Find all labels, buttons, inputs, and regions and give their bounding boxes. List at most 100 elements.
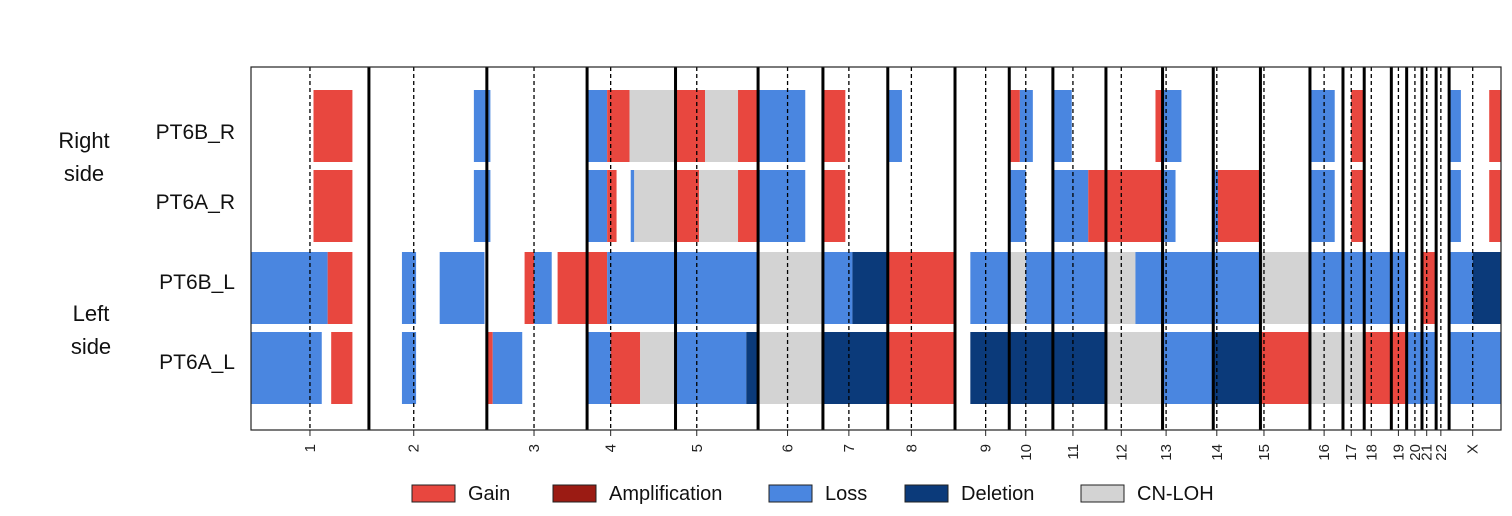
- group-label-left-line2: side: [70, 334, 112, 359]
- segment-gain: [1364, 332, 1407, 404]
- legend-label: Amplification: [609, 483, 722, 505]
- segment-gain: [313, 90, 353, 162]
- group-label-right-line2: side: [63, 161, 105, 186]
- segment-gain: [822, 170, 846, 242]
- segment-gain: [327, 252, 353, 324]
- segment-gain: [822, 90, 846, 162]
- tick-label: 17: [1343, 444, 1360, 461]
- segment-loss: [1052, 90, 1072, 162]
- segment-gain: [1351, 170, 1365, 242]
- segment-loss: [1213, 252, 1261, 324]
- segment-gain: [524, 252, 535, 324]
- tick-label: 18: [1363, 444, 1380, 461]
- tick-label: 20: [1407, 444, 1424, 461]
- tick-label: 3: [526, 444, 543, 452]
- legend-label: Loss: [825, 483, 867, 505]
- tick-label: 22: [1433, 444, 1450, 461]
- segment-loss: [607, 252, 676, 324]
- tick-label: 6: [780, 444, 797, 452]
- tick-label: X: [1465, 444, 1482, 454]
- segment-loss: [675, 252, 759, 324]
- segment-loss: [492, 332, 523, 404]
- tick-label: 10: [1018, 444, 1035, 461]
- segment-loss: [1449, 252, 1473, 324]
- legend-label: CN-LOH: [1137, 483, 1214, 505]
- segment-gain: [1489, 90, 1501, 162]
- segment-gain: [738, 90, 759, 162]
- segment-cn-loh: [705, 90, 739, 162]
- segment-loss: [630, 170, 635, 242]
- sample-label: PT6B_R: [155, 121, 235, 144]
- segment-loss: [758, 90, 806, 162]
- segment-gain: [1155, 90, 1163, 162]
- segment-loss: [587, 170, 608, 242]
- legend-swatch: [904, 484, 949, 503]
- segment-deletion: [852, 252, 888, 324]
- tick-label: 13: [1158, 444, 1175, 461]
- segment-gain: [331, 332, 353, 404]
- sample-label: PT6A_R: [155, 191, 235, 214]
- segment-loss: [758, 170, 806, 242]
- tick-label: 12: [1113, 444, 1130, 461]
- tick-label: 15: [1256, 444, 1273, 461]
- sample-label: PT6B_L: [159, 271, 235, 294]
- segment-loss: [1052, 170, 1089, 242]
- legend-label: Deletion: [961, 483, 1034, 505]
- group-label-left: Left side: [46, 297, 136, 363]
- segment-deletion: [970, 332, 1053, 404]
- segment-loss: [1162, 90, 1182, 162]
- segment-loss: [251, 332, 322, 404]
- segment-cn-loh: [699, 170, 739, 242]
- segment-loss: [970, 252, 1010, 324]
- tick-label: 21: [1419, 444, 1436, 461]
- segment-loss: [1449, 90, 1461, 162]
- segment-loss: [251, 252, 328, 324]
- segment-loss: [1162, 332, 1214, 404]
- tick-label: 2: [406, 444, 423, 452]
- tick-label: 11: [1065, 444, 1082, 460]
- segment-cn-loh: [629, 90, 676, 162]
- chromosome-boundaries: [309, 67, 1474, 430]
- segment-loss: [1309, 170, 1335, 242]
- segment-loss: [1052, 252, 1106, 324]
- segments-layer: [251, 90, 1501, 404]
- segment-gain: [675, 170, 700, 242]
- legend-swatch: [1080, 484, 1125, 503]
- segment-gain: [313, 170, 353, 242]
- segment-gain: [1421, 252, 1437, 324]
- segment-deletion: [1052, 332, 1106, 404]
- segment-gain: [887, 332, 956, 404]
- segment-loss: [587, 90, 608, 162]
- segment-deletion: [746, 332, 759, 404]
- segment-gain: [610, 332, 641, 404]
- segment-loss: [439, 252, 485, 324]
- segment-loss: [1309, 90, 1335, 162]
- segment-cn-loh: [1260, 252, 1310, 324]
- segment-loss: [1449, 170, 1461, 242]
- tick-label: 5: [689, 444, 706, 452]
- group-label-right-line1: Right: [58, 128, 110, 153]
- group-label-right: Right side: [39, 124, 129, 190]
- segment-gain: [1489, 170, 1501, 242]
- segment-loss: [1009, 170, 1026, 242]
- segment-gain: [887, 252, 956, 324]
- legend-label: Gain: [468, 483, 510, 505]
- tick-label: 19: [1390, 444, 1407, 461]
- segment-loss: [675, 332, 747, 404]
- segment-gain: [1088, 170, 1163, 242]
- legend-swatch: [552, 484, 597, 503]
- plot-frame: [250, 66, 1502, 431]
- segment-gain: [607, 170, 617, 242]
- legend-swatch: [411, 484, 456, 503]
- tick-label: 14: [1209, 444, 1226, 461]
- segment-cn-loh: [1105, 332, 1163, 404]
- segment-gain: [486, 332, 493, 404]
- segment-cn-loh: [758, 252, 823, 324]
- segment-gain: [675, 90, 706, 162]
- tick-label: 4: [603, 444, 620, 452]
- segment-loss: [1162, 252, 1214, 324]
- segment-loss: [1162, 170, 1176, 242]
- segment-gain: [738, 170, 759, 242]
